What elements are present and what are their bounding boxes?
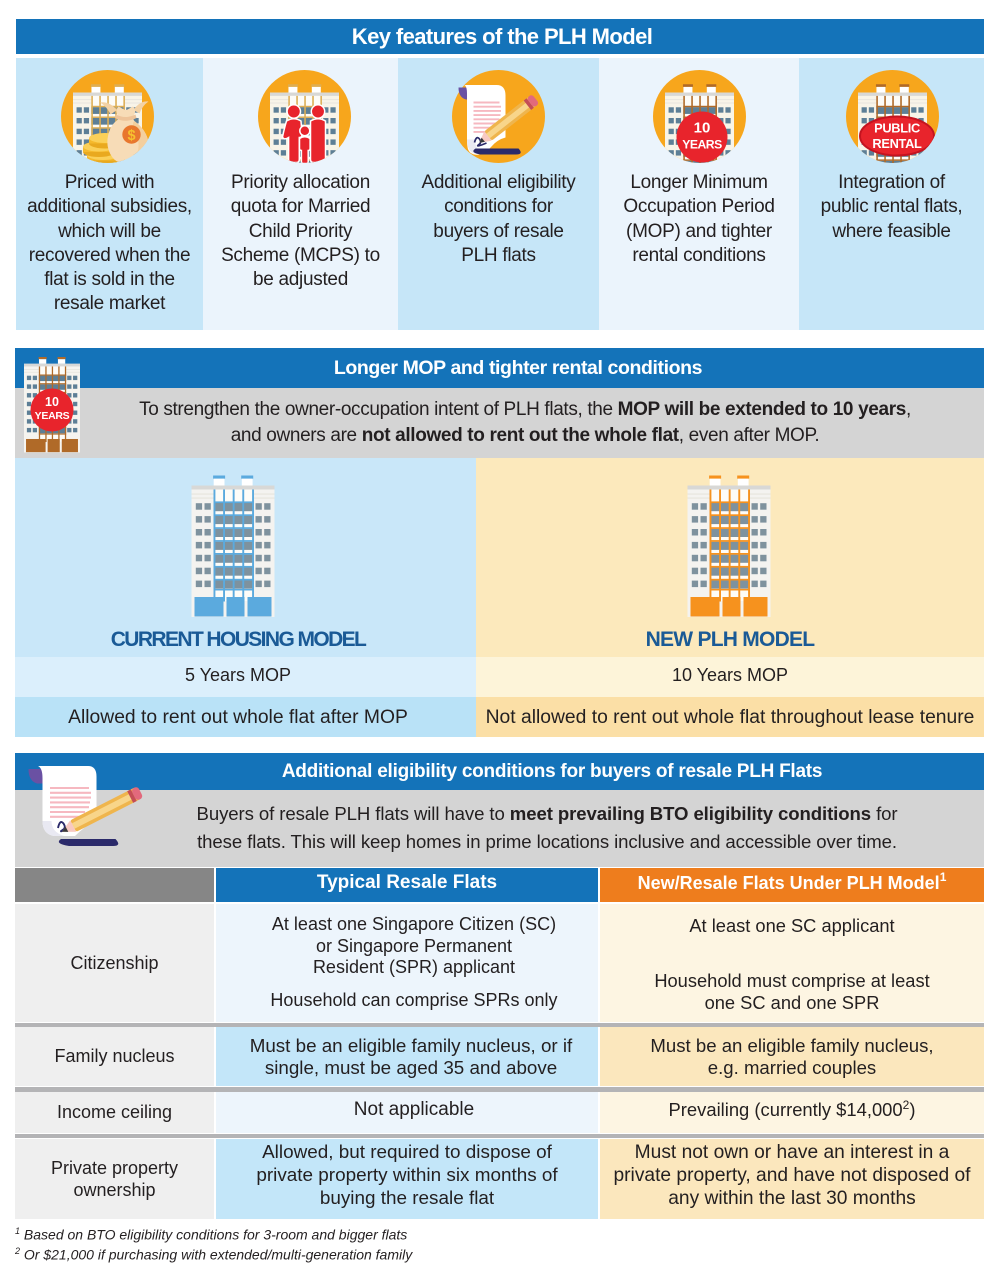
svg-text:RENTAL: RENTAL [872,136,922,151]
svg-text:YEARS: YEARS [682,138,722,152]
svg-text:$: $ [127,128,135,144]
svg-text:10: 10 [694,120,711,137]
svg-text:PUBLIC: PUBLIC [874,121,920,136]
svg-text:YEARS: YEARS [35,410,70,422]
svg-text:10: 10 [45,395,59,409]
